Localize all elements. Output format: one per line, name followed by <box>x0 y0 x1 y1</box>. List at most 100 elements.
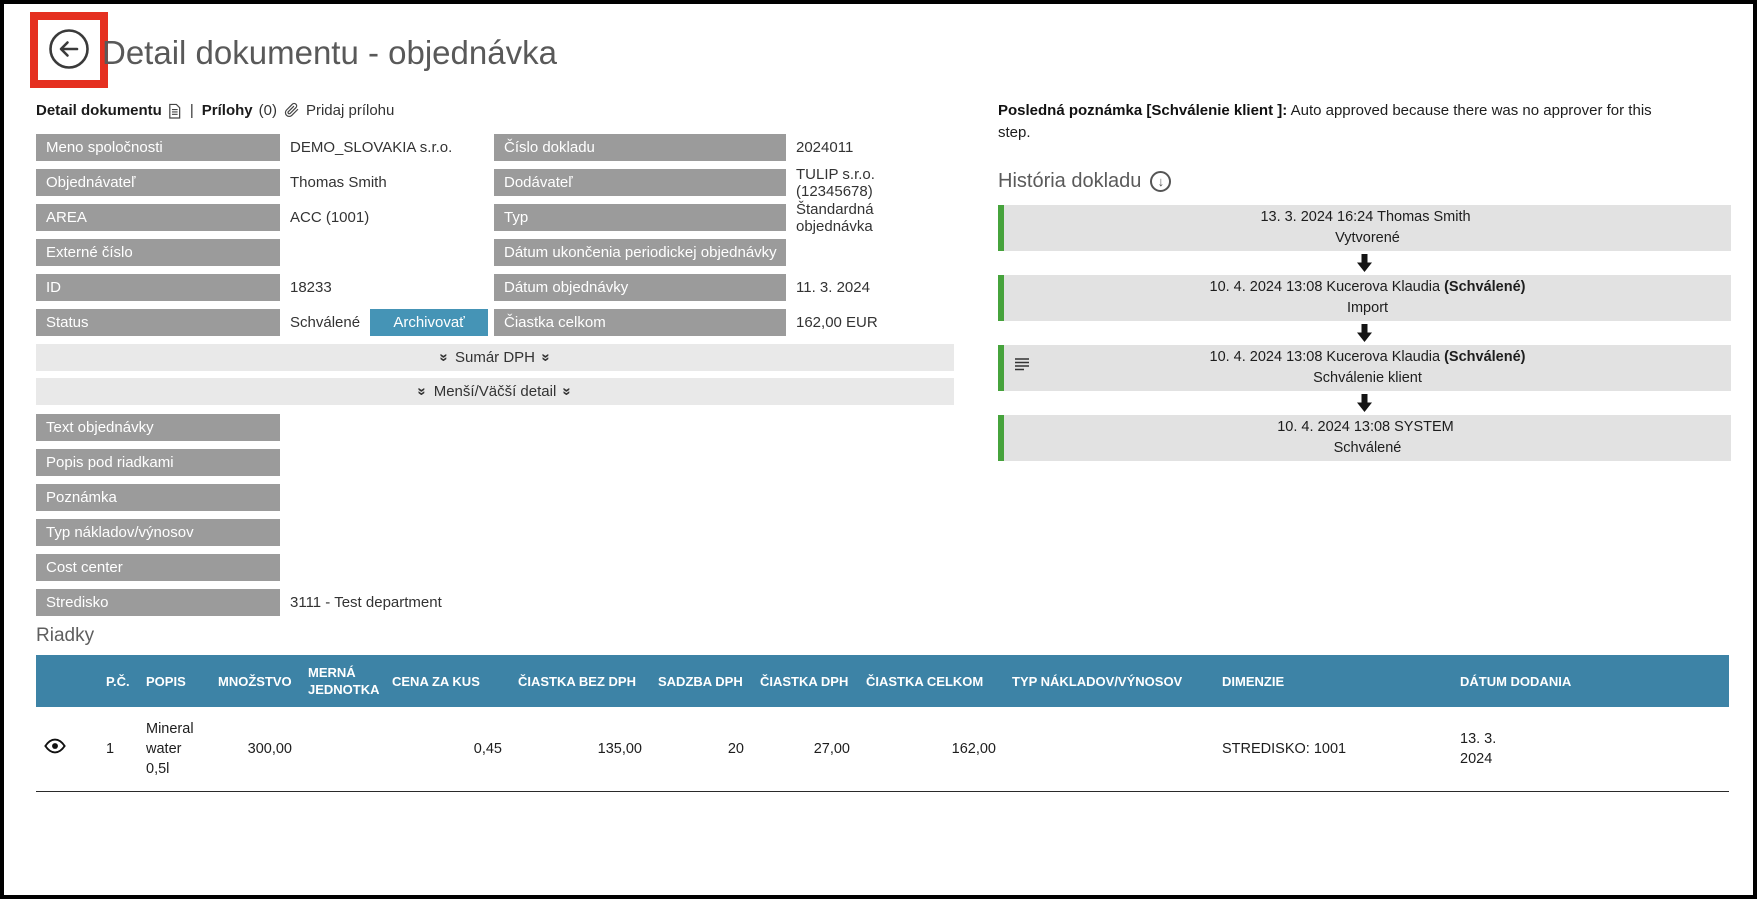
page-title: Detail dokumentu - objednávka <box>102 34 557 71</box>
timeline-entry-line2: Import <box>1346 300 1389 316</box>
history-section-title: História dokladu ↓ <box>998 170 1731 193</box>
expander-sumar-dph[interactable]: » Sumár DPH » <box>36 344 954 371</box>
last-note: Posledná poznámka [Schválenie klient ]: … <box>998 100 1688 144</box>
expander-label: Sumár DPH <box>454 349 536 366</box>
eye-icon <box>44 737 66 758</box>
field-label-cost-center: Cost center <box>36 554 280 581</box>
back-button[interactable] <box>46 27 92 73</box>
timeline-entry-line2: Schválené <box>1333 440 1402 456</box>
attachments-count: (0) <box>258 102 277 119</box>
chevron-down-icon: » <box>537 353 555 362</box>
text-fields-group: Text objednávky Popis pod riadkami Pozná… <box>36 414 954 511</box>
field-label-externe-cislo: Externé číslo <box>36 239 280 266</box>
field-value-meno-spolocnosti: DEMO_SLOVAKIA s.r.o. <box>290 139 453 156</box>
back-button-highlight <box>30 12 108 88</box>
status-value: Schválené <box>290 314 361 331</box>
right-panel: Posledná poznámka [Schválenie klient ]: … <box>998 100 1731 461</box>
col-pc: P.Č. <box>98 655 138 707</box>
col-datum-dodania: DÁTUM DODANIA <box>1452 655 1729 707</box>
col-ciastka-celkom: ČIASTKA CELKOM <box>858 655 1004 707</box>
lines-table: P.Č. POPIS MNOŽSTVO MERNÁ JEDNOTKA CENA … <box>36 655 1729 792</box>
field-label-datum-ukoncenia: Dátum ukončenia periodickej objednávky <box>494 239 786 266</box>
col-ciastka-dph: ČIASTKA DPH <box>752 655 858 707</box>
cell-pc: 1 <box>98 707 138 792</box>
field-label-popis-pod-riadkami: Popis pod riadkami <box>36 449 280 476</box>
cell-sadzba-dph: 20 <box>650 707 752 792</box>
cell-ciastka-dph: 27,00 <box>752 707 858 792</box>
row-view-cell <box>36 707 98 792</box>
expander-label: Menší/Väčší detail <box>433 383 557 400</box>
timeline-entry-line1: 10. 4. 2024 13:08 Kucerova Klaudia (Schvá… <box>1209 349 1526 365</box>
col-sadzba-dph: SADZBA DPH <box>650 655 752 707</box>
chevron-down-icon: » <box>558 387 576 396</box>
cell-mnozstvo: 300,00 <box>210 707 300 792</box>
field-label-datum-objednavky: Dátum objednávky <box>494 274 786 301</box>
field-value-datum-objednavky: 11. 3. 2024 <box>796 279 870 296</box>
field-label-id: ID <box>36 274 280 301</box>
form-row: Typ nákladov/výnosov <box>36 519 954 546</box>
cost-fields-group: Typ nákladov/výnosov Cost center Stredis… <box>36 519 954 616</box>
note-lines-icon[interactable] <box>1014 358 1031 379</box>
field-value-id: 18233 <box>290 279 332 296</box>
form-row: Cost center <box>36 554 954 581</box>
col-popis: POPIS <box>138 655 210 707</box>
col-typ-nakladov: TYP NÁKLADOV/VÝNOSOV <box>1004 655 1214 707</box>
col-dimenzie: DIMENZIE <box>1214 655 1452 707</box>
view-row-button[interactable] <box>44 737 66 758</box>
chevron-down-icon: » <box>435 353 453 362</box>
timeline-arrow-down-icon <box>998 391 1731 415</box>
history-timeline: 13. 3. 2024 16:24 Thomas Smith Vytvorené… <box>998 205 1731 461</box>
field-value-objednavatel: Thomas Smith <box>290 174 387 191</box>
form-row: Popis pod riadkami <box>36 449 954 476</box>
timeline-entry-line2: Vytvorené <box>1335 230 1400 246</box>
cell-dimenzie: STREDISKO: 1001 <box>1214 707 1452 792</box>
field-value-area: ACC (1001) <box>290 209 370 226</box>
tab-detail-dokumentu[interactable]: Detail dokumentu <box>36 102 182 119</box>
field-label-poznamka: Poznámka <box>36 484 280 511</box>
col-mnozstvo: MNOŽSTVO <box>210 655 300 707</box>
field-label-area: AREA <box>36 204 280 231</box>
field-label-meno-spolocnosti: Meno spoločnosti <box>36 134 280 161</box>
timeline-entry: 13. 3. 2024 16:24 Thomas Smith Vytvorené <box>998 205 1731 251</box>
field-label-stredisko: Stredisko <box>36 589 280 616</box>
timeline-entry-line1: 13. 3. 2024 16:24 Thomas Smith <box>1260 209 1471 225</box>
field-label-ciastka-celkom: Čiastka celkom <box>494 309 786 336</box>
chevron-down-icon: » <box>414 387 432 396</box>
cell-typ-nakladov <box>1004 707 1214 792</box>
paperclip-icon <box>283 102 300 119</box>
cell-datum-dodania: 13. 3. 2024 <box>1452 707 1729 792</box>
field-label-objednavatel: Objednávateľ <box>36 169 280 196</box>
timeline-entry-line1: 10. 4. 2024 13:08 Kucerova Klaudia (Schvá… <box>1209 279 1526 295</box>
field-label-dodavatel: Dodávateľ <box>494 169 786 196</box>
tab-prilohy[interactable]: Prílohy (0) <box>201 102 277 119</box>
col-cena-za-kus: CENA ZA KUS <box>384 655 510 707</box>
cell-merna-jednotka <box>300 707 384 792</box>
field-label-status: Status <box>36 309 280 336</box>
arrow-left-circle-icon <box>47 29 91 74</box>
main-content: Meno spoločnosti DEMO_SLOVAKIA s.r.o. Čí… <box>36 134 1729 792</box>
field-label-cislo-dokladu: Číslo dokladu <box>494 134 786 161</box>
form-row: Objednávateľ Thomas Smith Dodávateľ TULI… <box>36 166 954 200</box>
form-row: Externé číslo Dátum ukončenia periodicke… <box>36 239 954 266</box>
lines-section-title: Riadky <box>36 625 95 646</box>
form-row: Status Schválené Archivovať Čiastka celk… <box>36 309 954 336</box>
timeline-entry: 10. 4. 2024 13:08 Kucerova Klaudia (Schvá… <box>998 275 1731 321</box>
timeline-arrow-down-icon <box>998 251 1731 275</box>
document-export-icon <box>167 103 182 119</box>
form-row: Poznámka <box>36 484 954 511</box>
expander-mensi-vacsi-detail[interactable]: » Menší/Väčší detail » <box>36 378 954 405</box>
download-history-icon[interactable]: ↓ <box>1150 171 1172 192</box>
col-ciastka-bez-dph: ČIASTKA BEZ DPH <box>510 655 650 707</box>
field-value-dodavatel: TULIP s.r.o. (12345678) <box>796 165 875 200</box>
form-row: Stredisko 3111 - Test department <box>36 589 954 616</box>
last-note-text: Auto approved because there was no appro… <box>998 102 1652 141</box>
toolbar-separator: | <box>189 102 194 119</box>
field-value-stredisko: 3111 - Test department <box>290 594 442 611</box>
archive-button[interactable]: Archivovať <box>370 309 489 336</box>
timeline-entry-line1: 10. 4. 2024 13:08 SYSTEM <box>1277 419 1454 435</box>
timeline-entry: 10. 4. 2024 13:08 SYSTEM Schválené <box>998 415 1731 461</box>
form-row: AREA ACC (1001) Typ Štandardná objednávk… <box>36 201 954 235</box>
add-attachment-link[interactable]: Pridaj prílohu <box>305 102 395 119</box>
form-row: Meno spoločnosti DEMO_SLOVAKIA s.r.o. Čí… <box>36 134 954 161</box>
